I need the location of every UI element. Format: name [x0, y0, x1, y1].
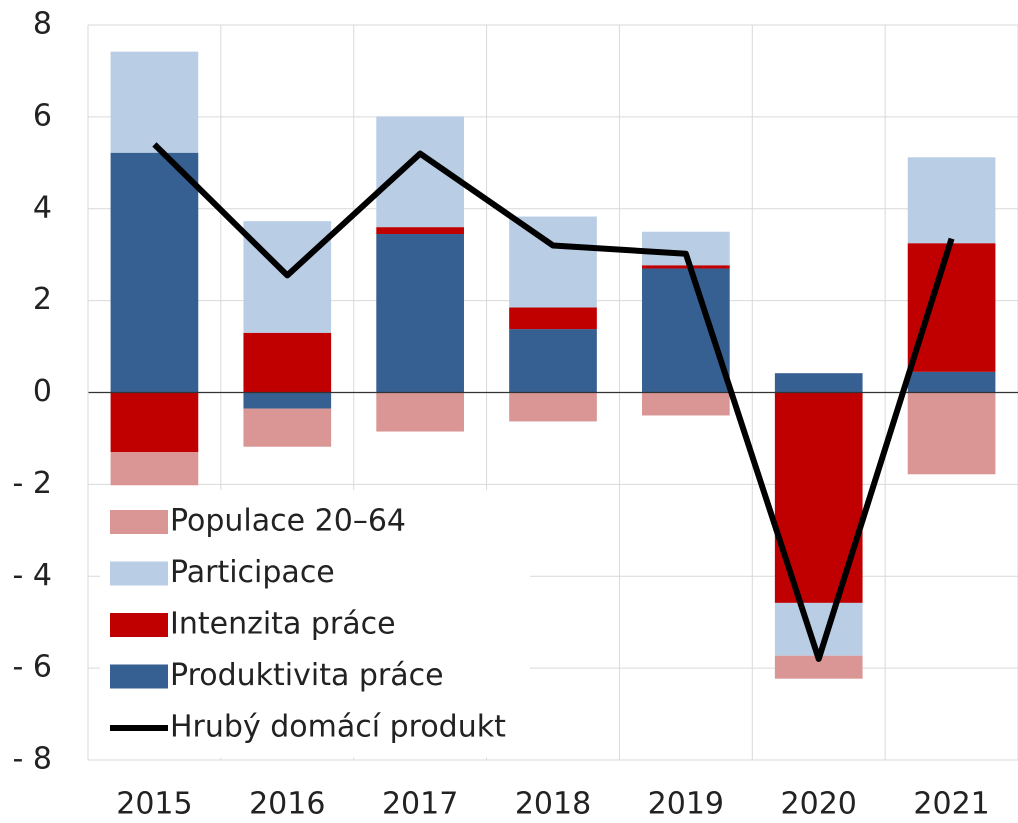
bar-segment [907, 243, 996, 372]
y-tick-label: 4 [33, 190, 52, 225]
x-tick-label: 2019 [648, 787, 724, 822]
y-tick-label: 6 [33, 98, 52, 133]
x-tick-label: 2021 [913, 787, 989, 822]
y-tick-label: 0 [33, 374, 52, 409]
bar-segment [376, 234, 464, 393]
y-tick-label: 2 [33, 282, 52, 317]
bar-segment [110, 152, 199, 393]
bar-segment [509, 329, 597, 393]
legend-label: Participace [170, 555, 335, 590]
x-tick-label: 2016 [249, 787, 325, 822]
bar-segment [774, 655, 863, 679]
bar-segment [907, 157, 996, 244]
bar-segment [907, 371, 996, 393]
legend-label: Populace 20–64 [170, 504, 406, 539]
bar-segment [642, 392, 730, 416]
x-tick-label: 2018 [515, 787, 591, 822]
legend: Populace 20–64 Participace Intenzita práce… [100, 490, 530, 758]
x-tick-label: 2020 [781, 787, 857, 822]
y-tick-label: - 6 [13, 650, 52, 685]
y-tick-label: - 8 [13, 742, 52, 777]
bar-segment [376, 227, 464, 235]
bar-segment [774, 373, 863, 393]
y-tick-label: - 2 [13, 466, 52, 501]
bar-segment [243, 408, 332, 447]
legend-label: Intenzita práce [170, 607, 396, 642]
bar-segment [110, 392, 199, 453]
bar-segment [509, 392, 597, 422]
bar-segment [243, 332, 332, 393]
legend-swatch [110, 510, 168, 534]
y-tick-label: - 4 [13, 558, 52, 593]
bar-segment [509, 216, 597, 308]
legend-swatch [110, 561, 168, 586]
bar-segment [376, 392, 464, 432]
bar-segment [509, 307, 597, 330]
x-tick-label: 2015 [116, 787, 192, 822]
bar-segment [907, 392, 996, 475]
legend-label: Produktivita práce [170, 658, 444, 693]
y-tick-label: 8 [33, 7, 52, 42]
bar-segment [110, 51, 199, 153]
bar-segment [243, 392, 332, 409]
x-tick-label: 2017 [382, 787, 458, 822]
bar-segment [642, 268, 730, 393]
legend-swatch [110, 613, 168, 637]
line-series [152, 142, 955, 662]
legend-label: Hrubý domácí produkt [170, 710, 506, 745]
bar-segment [774, 602, 863, 656]
legend-background [100, 490, 530, 758]
legend-swatch [110, 664, 168, 689]
bar-segment [642, 265, 730, 269]
bar-segment [110, 452, 199, 486]
